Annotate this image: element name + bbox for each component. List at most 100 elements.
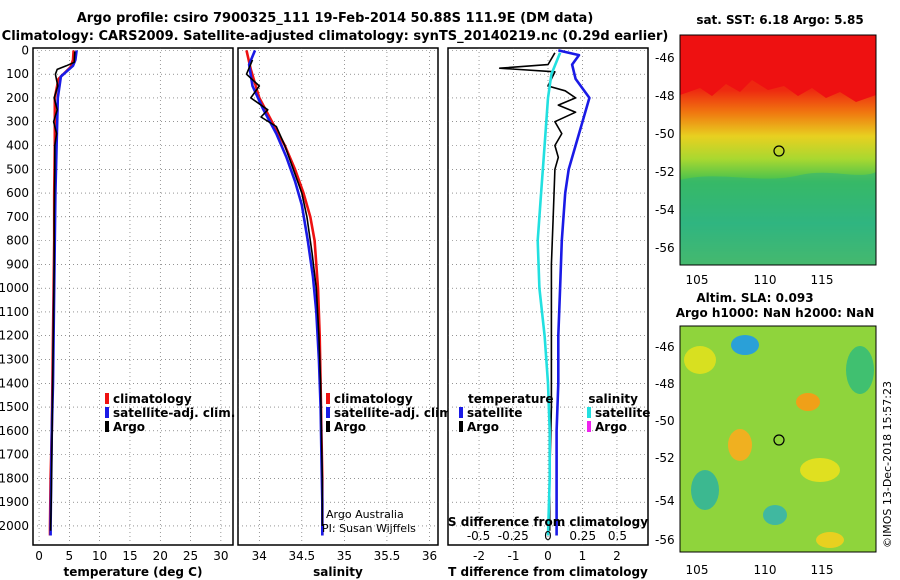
sst-lat-tick: -56 [655,241,675,255]
x-tick-label: 35 [337,549,352,563]
legend-label-t-satellite: satellite [467,406,522,420]
x-tick-label: -2 [473,549,485,563]
temperature-series [48,50,78,536]
legend-label-argo: Argo [334,420,366,434]
y-tick-label: 1400 [0,376,29,390]
sst-lat-tick: -52 [655,165,675,179]
y-tick-label: 1200 [0,329,29,343]
y-tick-label: 1600 [0,424,29,438]
sla-blob [800,458,840,482]
legend-swatch-satellite [105,407,109,418]
sla-blob [796,393,820,411]
y-tick-label: 800 [6,234,29,248]
sla-blob [846,346,874,394]
sla-lat-tick: -46 [655,340,675,354]
difference-panel: -2 -1 0 1 2 -0.5 -0.25 0 0.25 0.5 T difference f… [447,47,650,579]
sst-lat-tick: -50 [655,127,675,141]
annotation-argo-australia: Argo Australia [326,508,404,521]
x-tick-label: 36 [422,549,437,563]
series-line-t-satellite [555,49,591,536]
legend-swatch-t-satellite [459,407,463,418]
salinity-panel-frame [237,47,439,546]
x-tick-label: 20 [153,549,168,563]
temperature-axis-label: temperature (deg C) [64,565,203,579]
sla-lat-tick: -54 [655,494,675,508]
sla-lon-labels: 105 110 115 [686,563,834,577]
x-tick-label: 1 [579,549,587,563]
sst-map-frame [679,34,877,266]
salinity-legend: climatology satellite-adj. clim. Argo [326,392,456,434]
depth-tick-labels: 0 100 200 300 400 500 600 700 800 900 1000 1100 1200… [0,43,29,533]
sst-lat-tick: -48 [655,89,675,103]
salinity-grid [238,48,438,545]
temperature-panel: 0100200300400500600700800900100011001200… [0,43,235,579]
x-tick-label: 2 [613,549,621,563]
y-tick-label: 1900 [0,495,29,509]
difference-legend: temperature satellite Argo salinity sate… [459,392,650,434]
sla-lon-tick: 115 [811,563,834,577]
salinity-series [245,49,324,536]
t-difference-axis-label: T difference from climatology [448,565,648,579]
y-tick-label: 400 [6,138,29,152]
legend-swatch-argo [105,421,109,432]
sst-lat-labels: -46 -48 -50 -52 -54 -56 [655,51,675,255]
legend-swatch-satellite [326,407,330,418]
sst-lon-labels: 105 110 115 [686,273,834,287]
salinity-panel: 34 34.5 35 35.5 36 salinity climatology sate… [237,47,456,579]
sla-lat-tick: -50 [655,414,675,428]
legend-swatch-climatology [105,393,109,404]
sst-argo-marker [773,145,785,157]
x-tick-label: 34.5 [288,549,315,563]
sla-map-frame [679,325,877,553]
legend-swatch-s-satellite [587,407,591,418]
sla-argo-marker [773,434,785,446]
sla-lat-labels: -46 -48 -50 -52 -54 -56 [655,340,675,547]
sst-warm-region [680,35,876,102]
sla-blob [684,346,716,374]
x-tick-label: 5 [66,549,74,563]
y-tick-label: 100 [6,67,29,81]
legend-label-s-satellite: satellite [595,406,650,420]
sla-lat-tick: -52 [655,451,675,465]
x-tick-label: 15 [122,549,137,563]
series-line-t-argo [498,52,577,531]
top-tick-label: 0 [544,529,552,543]
top-tick-label: 0.5 [608,529,627,543]
sla-blob [728,429,752,461]
sla-map-title-line2: Argo h1000: NaN h2000: NaN [676,306,875,320]
legend-label-s-argo: Argo [595,420,627,434]
y-tick-label: 0 [21,43,29,57]
temperature-tick-labels: 0 5 10 15 20 25 30 [35,549,228,563]
sla-map-title-line1: Altim. SLA: 0.093 [696,291,813,305]
y-tick-label: 300 [6,115,29,129]
top-tick-label: -0.5 [467,529,490,543]
sst-lon-tick: 115 [811,273,834,287]
sst-lat-tick: -54 [655,203,675,217]
salinity-axis-label: salinity [313,565,363,579]
sla-lon-tick: 105 [686,563,709,577]
x-tick-label: -1 [508,549,520,563]
y-tick-label: 1100 [0,305,29,319]
legend-swatch-climatology [326,393,330,404]
y-tick-label: 200 [6,91,29,105]
plot-title-line2: Climatology: CARS2009. Satellite-adjuste… [1,29,669,44]
series-line-s-satellite [536,52,562,536]
legend-label-t-argo: Argo [467,420,499,434]
sla-anomaly-blobs [684,335,874,548]
sst-map-title: sat. SST: 6.18 Argo: 5.85 [696,13,863,27]
sst-lat-tick: -46 [655,51,675,65]
legend-salinity-title: salinity [588,392,638,406]
y-tick-label: 700 [6,210,29,224]
y-tick-label: 1000 [0,281,29,295]
x-tick-label: 10 [92,549,107,563]
legend-label-climatology: climatology [113,392,192,406]
y-tick-label: 900 [6,257,29,271]
y-tick-label: 600 [6,186,29,200]
t-difference-tick-labels: -2 -1 0 1 2 [473,549,621,563]
top-tick-label: 0.25 [569,529,596,543]
x-tick-label: 25 [183,549,198,563]
annotation-pi: PI: Susan Wijffels [322,522,416,535]
legend-swatch-s-argo [587,421,591,432]
x-tick-label: 35.5 [374,549,401,563]
legend-label-satellite: satellite-adj. clim. [334,406,456,420]
